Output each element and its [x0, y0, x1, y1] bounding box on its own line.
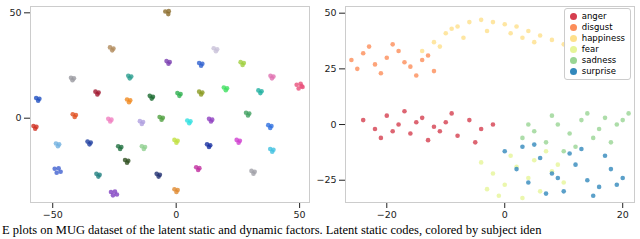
- svg-text:50: 50: [294, 209, 306, 220]
- svg-text:0: 0: [330, 119, 336, 130]
- svg-text:50: 50: [9, 7, 21, 18]
- html-text:fear: fear: [581, 44, 599, 54]
- svg-text:−25: −25: [316, 174, 336, 185]
- svg-text:−20: −20: [377, 209, 397, 220]
- svg-text:0: 0: [15, 112, 21, 123]
- svg-text:25: 25: [324, 63, 336, 74]
- html-text:E plots on MUG dataset of the: E plots on MUG dataset of the latent sta…: [2, 223, 542, 237]
- svg-text:50: 50: [324, 7, 336, 18]
- svg-text:20: 20: [617, 209, 629, 220]
- html-text:anger: anger: [581, 11, 607, 21]
- svg-text:−50: −50: [43, 209, 63, 220]
- svg-text:0: 0: [173, 209, 179, 220]
- html-text:disgust: disgust: [581, 22, 613, 32]
- html-text:happiness: happiness: [581, 33, 625, 43]
- svg-text:0: 0: [502, 209, 508, 220]
- html-text:sadness: sadness: [581, 55, 617, 65]
- html-text:surprise: surprise: [581, 66, 616, 76]
